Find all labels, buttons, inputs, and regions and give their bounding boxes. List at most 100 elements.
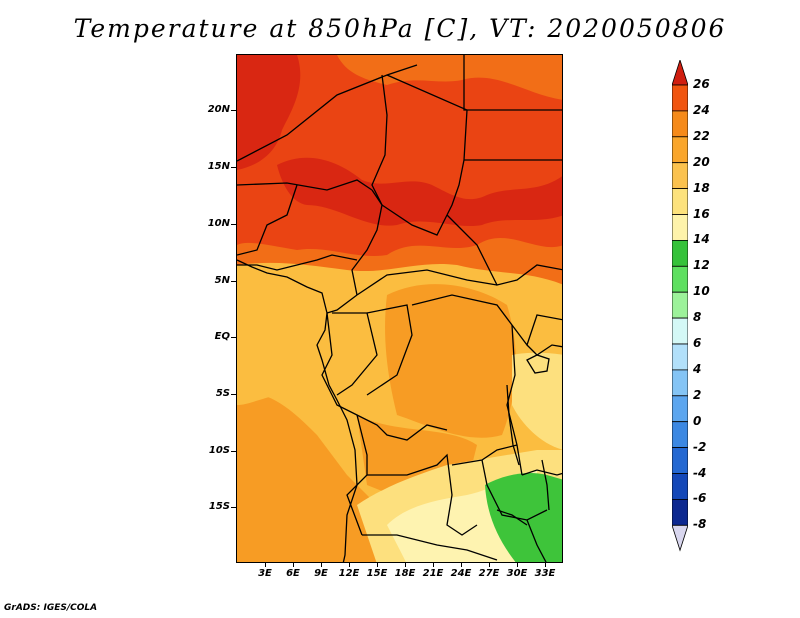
lat-tick: [231, 394, 236, 395]
colorbar-segment: [672, 265, 688, 293]
lat-label-10n: 10N: [207, 218, 230, 229]
lon-tick: [433, 563, 434, 567]
colorbar-label: 20: [693, 154, 710, 169]
border-line-4: [463, 55, 562, 111]
lake-malawi: [541, 459, 550, 511]
border-line-13: [237, 254, 358, 271]
field-16c-east: [512, 352, 562, 450]
border-line-12: [326, 294, 358, 314]
colorbar-segment: [672, 188, 688, 215]
lat-tick: [231, 451, 236, 452]
lon-tick: [545, 563, 546, 567]
colorbar-segment: [672, 343, 688, 371]
border-line-2: [371, 74, 388, 206]
colorbar-segment: [672, 447, 688, 474]
lat-tick: [231, 110, 236, 111]
colorbar-label: 4: [693, 361, 702, 376]
border-line-1: [237, 64, 418, 162]
border-line-14: [321, 312, 333, 396]
lon-tick: [293, 563, 294, 567]
lon-tick: [349, 563, 350, 567]
colorbar-label: 14: [693, 232, 710, 247]
lon-tick: [405, 563, 406, 567]
lat-tick: [231, 167, 236, 168]
colorbar-bottom-arrow: [672, 524, 688, 552]
border-line-27: [526, 519, 547, 562]
lake-tanganyika: [506, 384, 520, 466]
lat-label-15n: 15N: [207, 161, 230, 172]
colorbar-segment: [672, 395, 688, 423]
lat-tick: [231, 224, 236, 225]
grads-credit: GrADS: IGES/COLA: [4, 603, 98, 613]
colorbar-segment: [672, 369, 688, 397]
lat-tick: [231, 337, 236, 338]
border-line-24: [451, 444, 518, 466]
lon-label-15e: 15E: [366, 568, 388, 579]
lat-tick: [231, 281, 236, 282]
lon-label-12e: 12E: [338, 568, 360, 579]
border-line-15: [332, 312, 378, 396]
colorbar-segment: [672, 214, 688, 241]
colorbar-segment: [672, 110, 688, 138]
lon-label-6e: 6E: [286, 568, 300, 579]
lon-tick: [517, 563, 518, 567]
colorbar-segment: [672, 239, 688, 267]
lon-label-9e: 9E: [314, 568, 328, 579]
lon-tick: [461, 563, 462, 567]
colorbar-segment: [672, 498, 688, 526]
border-line-25: [481, 459, 548, 521]
border-line-23: [362, 534, 498, 561]
colorbar-label: 16: [693, 206, 710, 221]
border-line-19: [506, 324, 523, 476]
border-line-16: [366, 304, 413, 396]
lon-tick: [377, 563, 378, 567]
lon-tick: [321, 563, 322, 567]
lat-label-eq: EQ: [214, 331, 230, 342]
colorbar-segment: [672, 291, 688, 319]
colorbar-label: 0: [693, 413, 702, 428]
colorbar: [672, 60, 688, 552]
colorbar-label: -2: [693, 439, 707, 454]
border-line-6: [237, 179, 373, 191]
colorbar-label: 10: [693, 284, 710, 299]
lon-label-33e: 33E: [534, 568, 556, 579]
lake-kariba: [496, 509, 528, 526]
border-line-3: [386, 74, 468, 216]
colorbar-label: 18: [693, 180, 710, 195]
field-26c-northwest: [237, 55, 301, 170]
lon-tick: [265, 563, 266, 567]
border-line-18: [526, 344, 562, 356]
lat-label-20n: 20N: [207, 104, 230, 115]
colorbar-label: 26: [693, 77, 710, 91]
colorbar-segment: [672, 136, 688, 164]
colorbar-label: 6: [693, 336, 702, 350]
field-12c-southeast: [485, 473, 562, 562]
colorbar-segment: [672, 317, 688, 345]
border-line-26: [521, 469, 562, 476]
lon-label-27e: 27E: [478, 568, 500, 579]
coastline-west-africa: [237, 259, 358, 562]
field-18c-atlantic: [237, 284, 332, 405]
colorbar-label: -6: [693, 491, 707, 506]
lon-label-21e: 21E: [422, 568, 444, 579]
temperature-map: [236, 54, 563, 563]
colorbar-label: 8: [693, 310, 702, 325]
colorbar-segment: [672, 84, 688, 112]
lat-tick: [231, 507, 236, 508]
lat-label-10s: 10S: [208, 445, 230, 456]
colorbar-segment: [672, 421, 688, 449]
colorbar-top-arrow: [672, 60, 688, 86]
colorbar-label: 24: [693, 102, 710, 117]
borders: [237, 55, 562, 562]
border-line-22: [367, 453, 478, 536]
border-line-9: [381, 204, 448, 236]
lon-label-30e: 30E: [506, 568, 528, 579]
border-line-8: [351, 189, 383, 296]
lon-label-3e: 3E: [258, 568, 272, 579]
lake-victoria: [526, 354, 550, 374]
colorbar-segment: [672, 473, 688, 500]
field-20c-south: [237, 393, 387, 562]
lon-tick: [489, 563, 490, 567]
colorbar-label: 2: [693, 387, 702, 402]
colorbar-label: -4: [693, 465, 707, 480]
